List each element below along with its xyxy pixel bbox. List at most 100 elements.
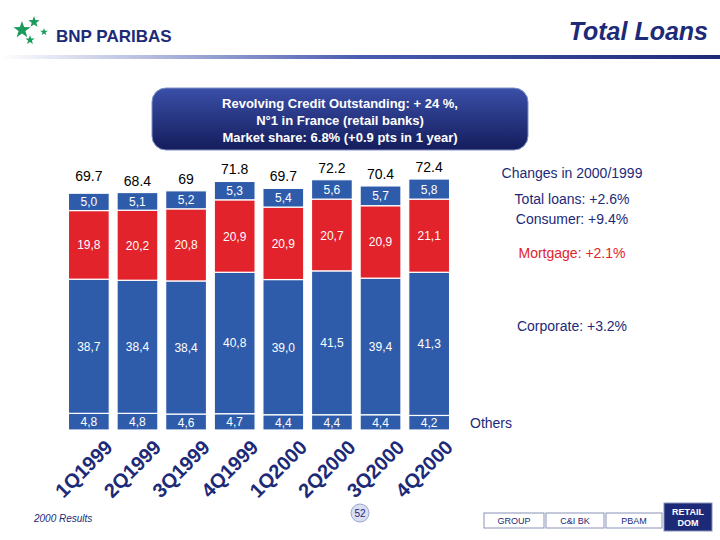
data-label: 5,1 [129, 195, 146, 209]
data-label: 20,8 [174, 238, 198, 252]
footer-tab-label: C&I BK [560, 516, 590, 526]
data-label: 4,8 [81, 415, 98, 429]
footer-tab-label: GROUP [497, 516, 530, 526]
footer-tab [546, 513, 604, 528]
bar-segment [214, 414, 255, 430]
data-label: 20,9 [272, 237, 296, 251]
bar-segment [409, 415, 450, 430]
legend-entry: Consumer: +9.4% [516, 211, 628, 227]
total-label: 72.2 [318, 160, 345, 176]
bar-segment [68, 279, 109, 413]
total-label: 71.8 [221, 161, 248, 177]
total-label: 69.7 [75, 168, 102, 184]
data-label: 5,2 [178, 193, 195, 207]
bar-segment [409, 199, 450, 272]
data-label: 5,8 [421, 183, 438, 197]
total-label: 69 [178, 171, 194, 187]
page-badge [351, 504, 369, 522]
data-label: 5,3 [226, 184, 243, 198]
callout-text: N°1 in France (retail banks) [256, 113, 424, 128]
bar-segment [166, 281, 207, 414]
legend-entry: Others [470, 415, 512, 431]
footer-tab-label: PBAM [621, 516, 647, 526]
bar-segment [312, 271, 353, 415]
bar-segment [117, 413, 158, 430]
data-label: 4,7 [226, 415, 243, 429]
bar-segment [263, 415, 304, 430]
total-label: 69.7 [270, 168, 297, 184]
data-label: 20,9 [223, 230, 247, 244]
annotation: Changes in 2000/1999 [502, 165, 643, 181]
callout-text: Market share: 6.8% (+0.9 pts in 1 year) [222, 130, 457, 145]
data-label: 20,7 [320, 229, 344, 243]
bar-segment [117, 210, 158, 280]
data-label: 4,4 [372, 416, 389, 430]
title: Total Loans [569, 17, 708, 45]
data-label: 39,4 [369, 340, 393, 354]
annotation: Total loans: +2.6% [515, 191, 630, 207]
data-label: 41,3 [417, 337, 441, 351]
data-label: 40,8 [223, 336, 247, 350]
logo-icon [13, 16, 47, 44]
bars [68, 179, 449, 430]
bar-segment [166, 414, 207, 430]
data-label: 4,4 [275, 416, 292, 430]
legend-entry: Corporate: +3.2% [517, 318, 627, 334]
bar-segment [166, 209, 207, 281]
bar-segment [360, 206, 401, 278]
bar-segment [312, 199, 353, 271]
data-label: 38,4 [126, 340, 150, 354]
data-label: 4,2 [421, 416, 438, 430]
bar-segment [360, 415, 401, 430]
bar-segment [360, 186, 401, 206]
bar-segment [214, 272, 255, 413]
bar-segment [117, 193, 158, 211]
footer-tab [664, 503, 712, 531]
total-label: 68.4 [124, 173, 151, 189]
legend-entry: Mortgage: +2.1% [518, 245, 625, 261]
logo-text: BNP PARIBAS [56, 27, 172, 46]
bar-segment [360, 278, 401, 415]
header-rule [0, 55, 720, 59]
x-tick: 4Q2000 [391, 436, 457, 502]
total-label: 70.4 [367, 166, 394, 182]
x-axis: 1Q19992Q19993Q19994Q19991Q20002Q20003Q20… [51, 436, 457, 502]
footer-tab-label: DOM [678, 518, 699, 528]
logo-star [28, 16, 39, 27]
data-label: 5,0 [81, 195, 98, 209]
data-label: 21,1 [417, 229, 441, 243]
data-label: 38,4 [174, 341, 198, 355]
bar-segment [68, 193, 109, 210]
data-label: 4,8 [129, 415, 146, 429]
data-label: 38,7 [77, 340, 101, 354]
callout-box [152, 88, 528, 150]
total-label: 72.4 [416, 159, 443, 175]
bar-segment [68, 211, 109, 280]
data-labels: 4,8 4,8 4,6 4,7 4,4 4,4 4,4 4,2 38,7 38,4 38,4 40,8… [75, 159, 443, 430]
bar-segment [214, 200, 255, 272]
footer-tab [606, 513, 662, 528]
footer-tab-label: RETAIL [672, 507, 704, 517]
logo-star [13, 21, 30, 37]
bar-segment [409, 272, 450, 415]
page-number: 52 [354, 508, 366, 519]
bar-segment [312, 180, 353, 199]
data-label: 41,5 [320, 336, 344, 350]
data-label: 5,6 [324, 183, 341, 197]
data-label: 4,4 [324, 416, 341, 430]
x-tick-label: 4Q2000 [391, 436, 457, 502]
bar-segment [166, 191, 207, 209]
bar-segment [409, 179, 450, 199]
data-label: 19,8 [77, 238, 101, 252]
data-label: 39,0 [272, 341, 296, 355]
data-label: 5,4 [275, 191, 292, 205]
data-label: 20,2 [126, 239, 150, 253]
callout-text: Revolving Credit Outstanding: + 24 %, [222, 96, 458, 111]
logo-star [40, 28, 48, 35]
page: BNP PARIBAS Total Loans Revolving Credit O… [0, 0, 720, 540]
bar-segment [263, 280, 304, 415]
bar-segment [68, 413, 109, 430]
data-label: 4,6 [178, 416, 195, 430]
bar-segment [117, 280, 158, 413]
bar-segment [263, 188, 304, 207]
